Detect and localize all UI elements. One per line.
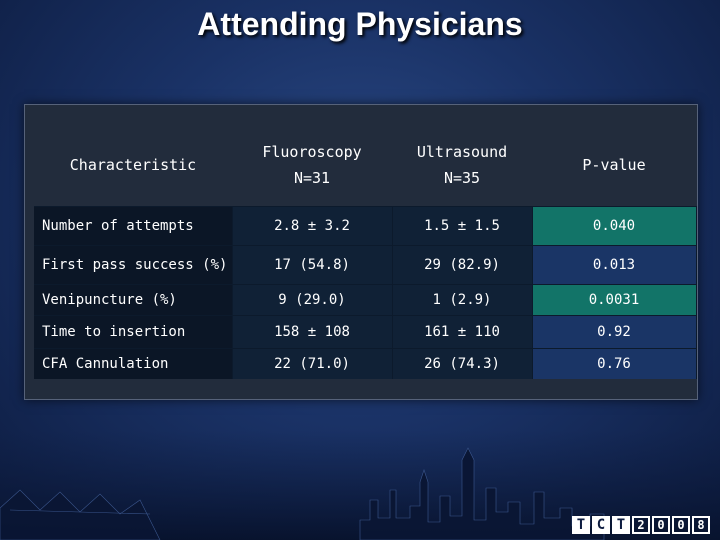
pvalue-cell: 0.0031 [532, 284, 697, 316]
row-label: Time to insertion [34, 315, 233, 349]
logo-letter: T [572, 516, 590, 534]
slide-title: Attending Physicians [197, 6, 523, 42]
header-fluoroscopy: Fluoroscopy N=31 [232, 124, 392, 207]
logo-letter: C [592, 516, 610, 534]
ultrasound-value: 1.5 ± 1.5 [392, 206, 533, 246]
logo-letter: 8 [692, 516, 710, 534]
pvalue-cell: 0.040 [532, 206, 697, 246]
fluoroscopy-value: 22 (71.0) [232, 348, 393, 379]
pvalue-cell: 0.92 [532, 315, 697, 349]
header-fluoroscopy-label: Fluoroscopy [262, 143, 362, 161]
logo-letter: 0 [652, 516, 670, 534]
fluoroscopy-value: 2.8 ± 3.2 [232, 206, 393, 246]
row-label: First pass success (%) [34, 245, 233, 285]
row-label: CFA Cannulation [34, 348, 233, 379]
pvalue-cell: 0.76 [532, 348, 697, 379]
ultrasound-value: 26 (74.3) [392, 348, 533, 379]
logo-letter: T [612, 516, 630, 534]
row-label: Number of attempts [34, 206, 233, 246]
row-label: Venipuncture (%) [34, 284, 233, 316]
city-skyline-decoration [0, 430, 720, 540]
header-ultrasound: Ultrasound N=35 [392, 124, 532, 207]
logo-letter: 2 [632, 516, 650, 534]
tct-2008-logo: T C T 2 0 0 8 [570, 514, 710, 536]
table-row: First pass success (%) 17 (54.8) 29 (82.… [34, 245, 697, 285]
header-pvalue: P-value [582, 156, 646, 174]
fluoroscopy-value: 9 (29.0) [232, 284, 393, 316]
pvalue-cell: 0.013 [532, 245, 697, 285]
results-table: Characteristic Fluoroscopy N=31 Ultrasou… [34, 124, 697, 379]
table-row: CFA Cannulation 22 (71.0) 26 (74.3) 0.76 [34, 348, 697, 379]
logo-letter: 0 [672, 516, 690, 534]
table-row: Venipuncture (%) 9 (29.0) 1 (2.9) 0.0031 [34, 284, 697, 316]
fluoroscopy-value: 17 (54.8) [232, 245, 393, 285]
ultrasound-value: 1 (2.9) [392, 284, 533, 316]
ultrasound-value: 161 ± 110 [392, 315, 533, 349]
header-fluoroscopy-n: N=31 [293, 169, 331, 187]
header-ultrasound-label: Ultrasound [416, 143, 508, 161]
table-row: Time to insertion 158 ± 108 161 ± 110 0.… [34, 315, 697, 349]
header-characteristic: Characteristic [69, 156, 197, 174]
ultrasound-value: 29 (82.9) [392, 245, 533, 285]
fluoroscopy-value: 158 ± 108 [232, 315, 393, 349]
header-ultrasound-n: N=35 [443, 169, 481, 187]
table-row: Number of attempts 2.8 ± 3.2 1.5 ± 1.5 0… [34, 206, 697, 246]
table-header-row: Characteristic Fluoroscopy N=31 Ultrasou… [34, 124, 696, 207]
